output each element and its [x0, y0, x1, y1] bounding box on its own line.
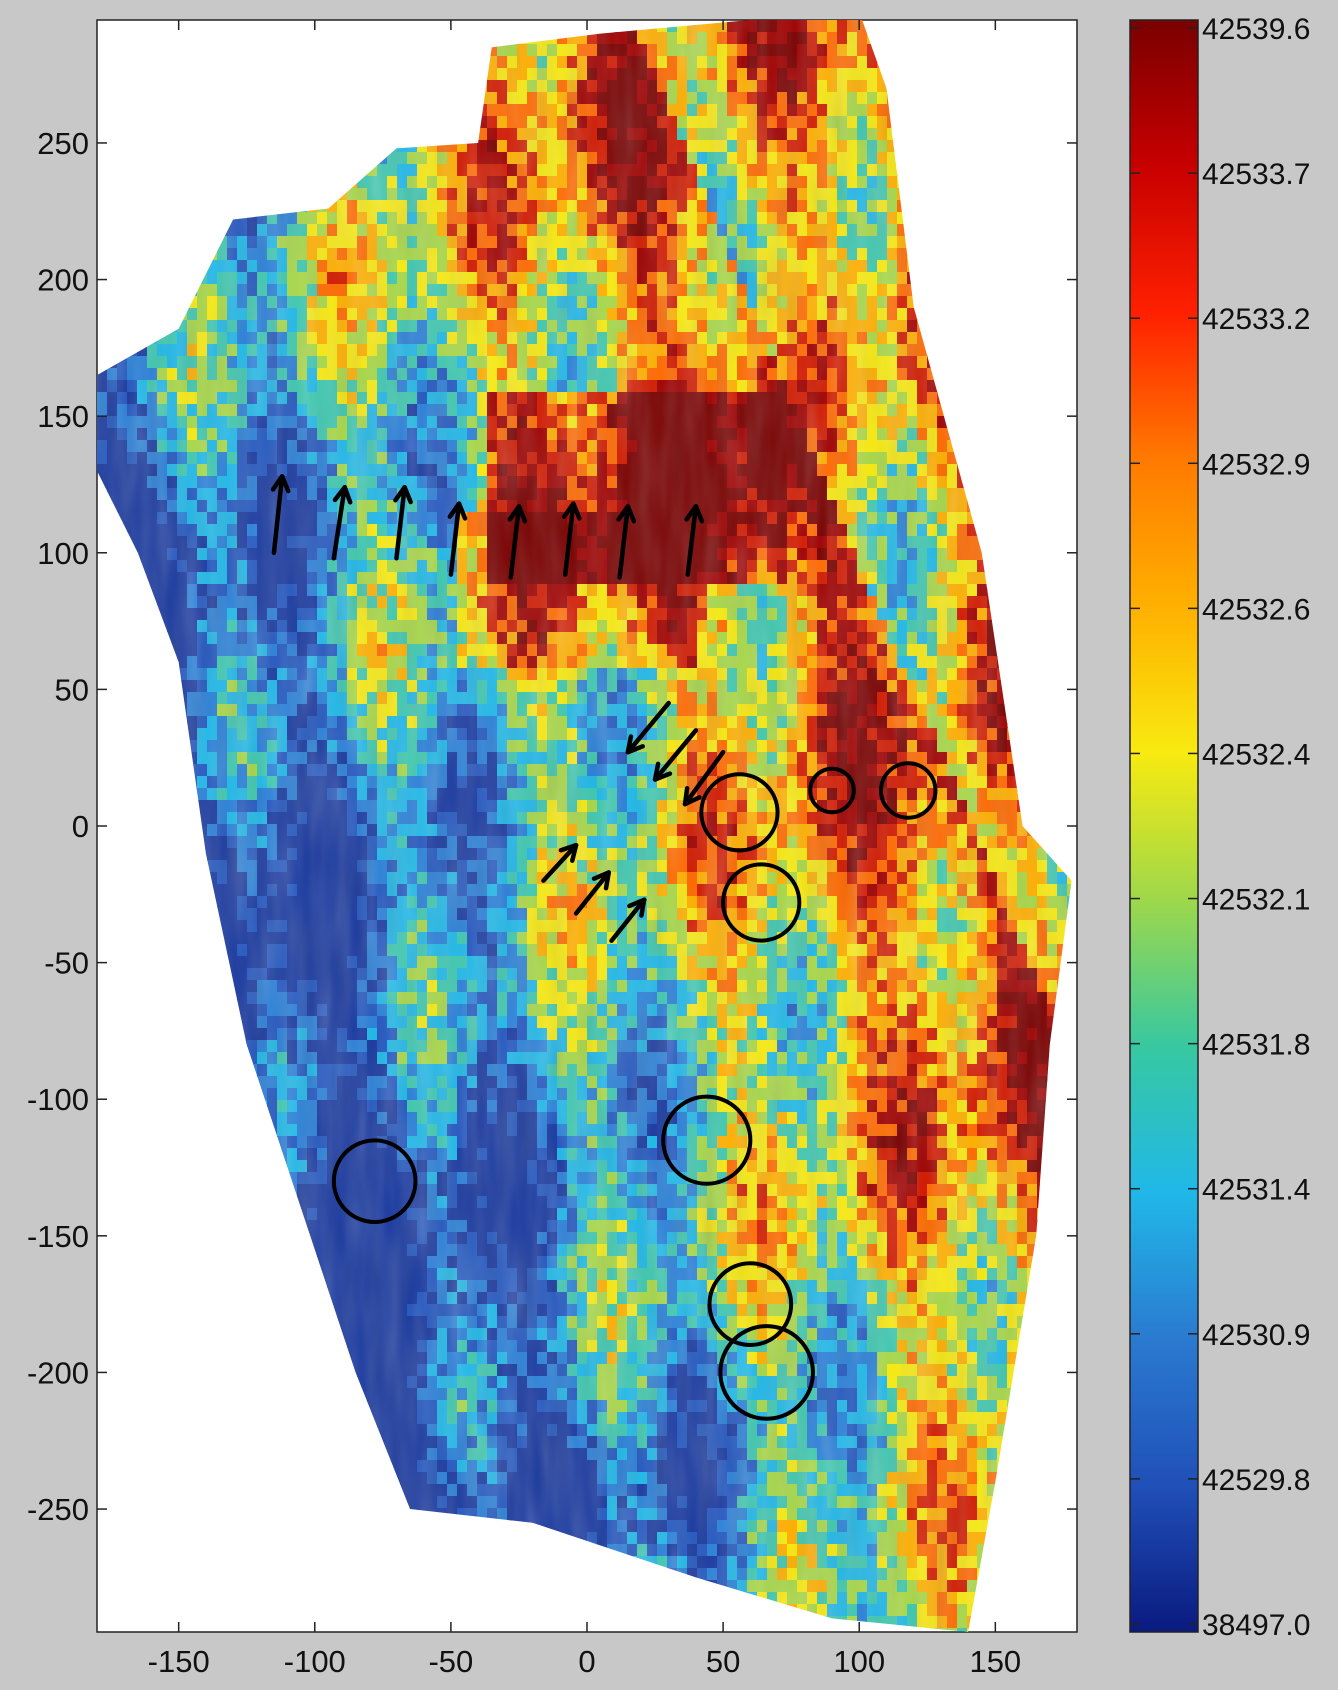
anomaly-arrow	[682, 749, 726, 807]
colorbar-strip	[1129, 19, 1199, 1633]
y-tick-label: 150	[37, 399, 89, 434]
colorbar-tick-label: 42531.4	[1202, 1174, 1310, 1207]
anomaly-circle	[707, 1261, 794, 1347]
y-tick-label: 100	[37, 536, 89, 571]
colorbar-tick-label: 42532.6	[1202, 593, 1310, 626]
anomaly-arrow	[684, 504, 705, 577]
colorbar-tick-label: 42532.1	[1202, 884, 1310, 917]
anomaly-arrow	[270, 474, 291, 556]
colorbar-tick-label: 42531.8	[1202, 1029, 1310, 1062]
y-tick-label: 50	[55, 672, 89, 707]
anomaly-circle	[718, 1324, 815, 1421]
anomaly-arrow	[609, 897, 647, 944]
anomaly-circle	[699, 772, 780, 853]
colorbar-tick-label: 38497.0	[1202, 1609, 1310, 1642]
y-tick-label: -200	[27, 1355, 89, 1390]
x-tick-label: -100	[284, 1644, 346, 1679]
colorbar-tick-label: 42533.7	[1202, 158, 1310, 191]
x-tick-label: 0	[578, 1644, 595, 1679]
y-tick-label: -50	[44, 946, 89, 981]
anomaly-arrow	[652, 728, 699, 782]
anomaly-arrow	[541, 842, 579, 883]
anomaly-circle	[661, 1094, 753, 1186]
x-axis: -150 -100 -50 0 50 100 150	[148, 20, 1021, 1679]
colorbar: 42539.6 42533.7 42533.2 42532.9 42532.6 42532…	[1129, 13, 1310, 1642]
anomaly-circle	[721, 862, 802, 943]
y-tick-label: -100	[27, 1082, 89, 1117]
anomaly-arrow	[573, 870, 612, 916]
anomaly-arrow	[331, 484, 353, 561]
colorbar-tick-label: 42533.2	[1202, 303, 1310, 336]
anomaly-circle	[879, 761, 938, 820]
colorbar-tick-label: 42532.9	[1202, 448, 1310, 481]
anomaly-circles	[331, 761, 938, 1421]
x-tick-label: 50	[706, 1644, 740, 1679]
y-tick-label: 0	[72, 809, 89, 844]
colorbar-tick-label: 42529.8	[1202, 1464, 1310, 1497]
anomaly-arrow	[561, 501, 582, 577]
colorbar-tick-label: 42539.6	[1202, 13, 1310, 46]
y-tick-label: -150	[27, 1219, 89, 1254]
anomaly-arrow	[447, 501, 468, 577]
anomaly-arrow	[625, 700, 671, 755]
y-tick-label: 250	[37, 126, 89, 161]
anomaly-arrow	[393, 484, 413, 561]
anomaly-circle	[808, 766, 856, 815]
anomaly-arrow	[616, 504, 637, 580]
colorbar-tick-label: 42530.9	[1202, 1319, 1310, 1352]
x-tick-label: -150	[148, 1644, 210, 1679]
y-axis: 250 200 150 100 50 0 -50 -100 -150 -200 -250	[27, 126, 1077, 1527]
x-tick-label: -50	[428, 1644, 473, 1679]
y-tick-label: 200	[37, 263, 89, 298]
y-tick-label: -250	[27, 1492, 89, 1527]
colorbar-tick-label: 42532.4	[1202, 738, 1310, 771]
x-tick-label: 150	[969, 1644, 1021, 1679]
x-tick-label: 100	[833, 1644, 885, 1679]
anomaly-arrows	[270, 474, 726, 944]
anomaly-arrow	[507, 504, 528, 580]
anomaly-circle	[331, 1138, 418, 1225]
